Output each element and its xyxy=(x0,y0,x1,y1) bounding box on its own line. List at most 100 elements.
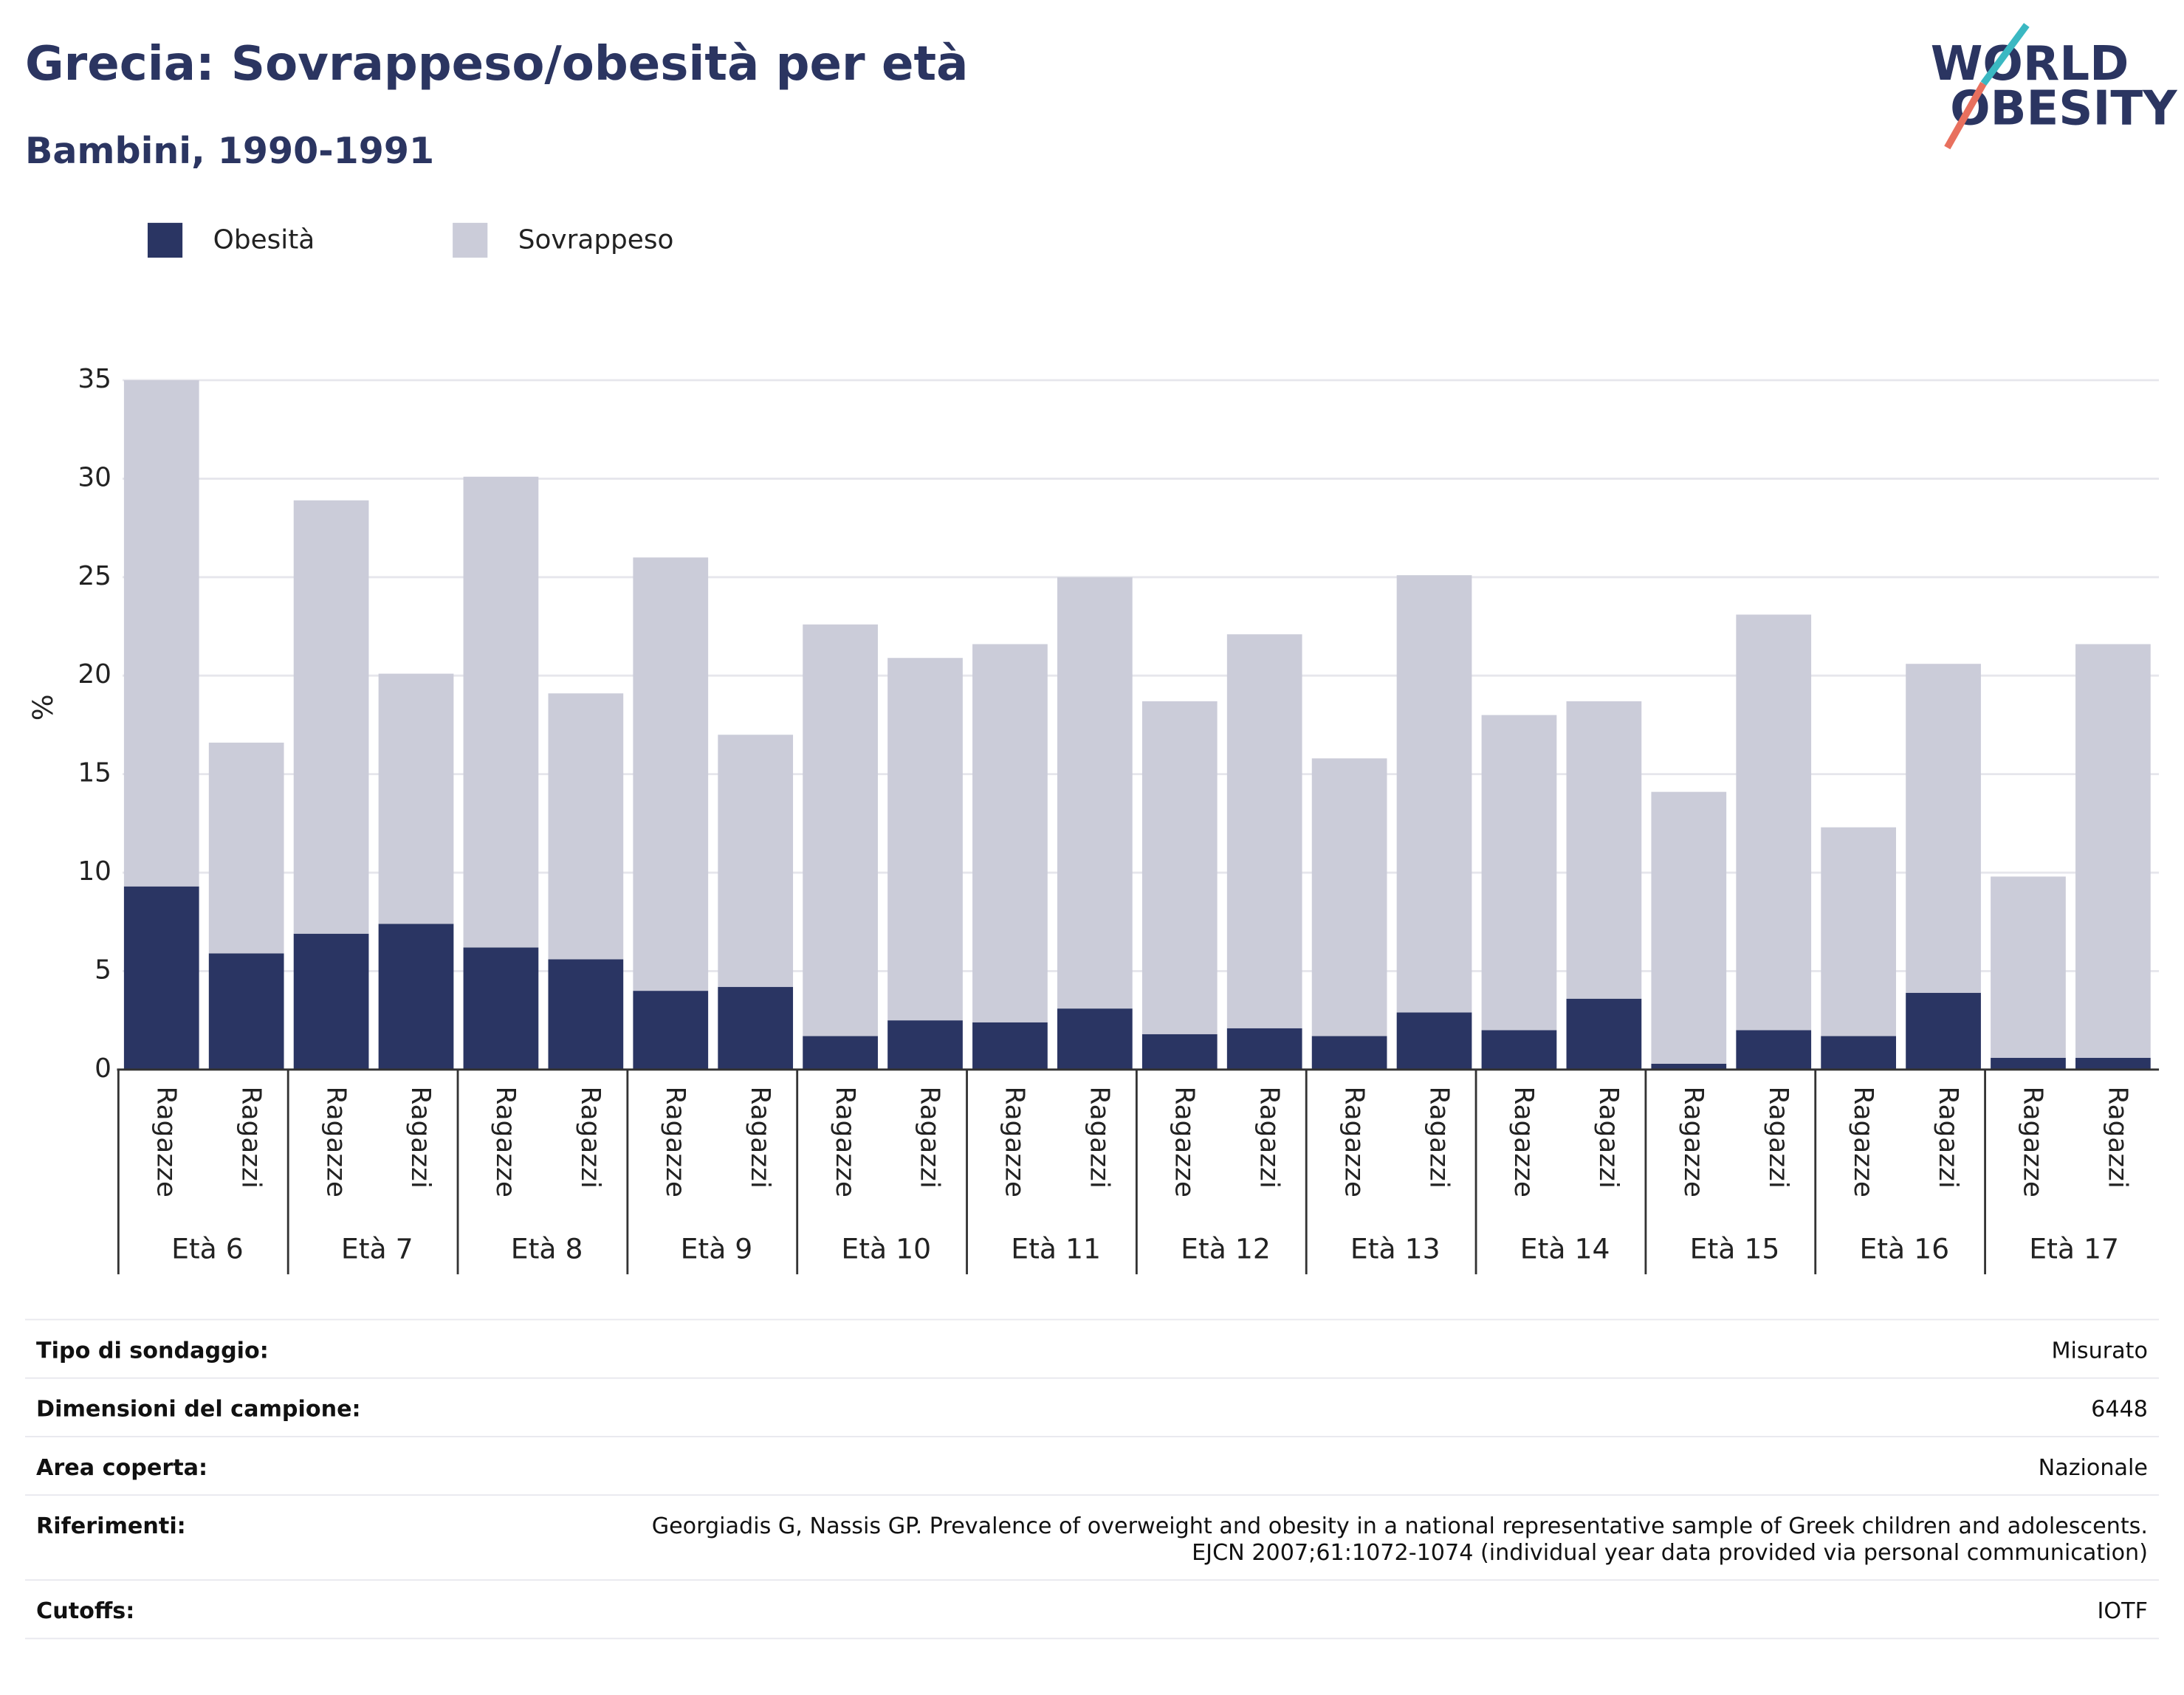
x-tick-label: Ragazzi xyxy=(915,1086,945,1188)
bar-segment xyxy=(972,644,1048,1022)
bar-segment xyxy=(1311,758,1387,1036)
y-tick-label: 25 xyxy=(78,561,111,591)
bar-segment xyxy=(1396,1012,1472,1070)
y-tick-label: 35 xyxy=(78,364,111,394)
bar-segment xyxy=(378,673,454,924)
x-tick-label: Ragazze xyxy=(830,1086,860,1197)
bar-segment xyxy=(463,476,539,948)
legend-swatch xyxy=(453,222,488,258)
bar-segment xyxy=(633,991,709,1070)
legend-label: Sovrappeso xyxy=(518,224,674,255)
x-tick-label: Ragazzi xyxy=(2103,1086,2133,1188)
y-tick-label: 10 xyxy=(78,856,111,887)
x-tick-label: Ragazzi xyxy=(1424,1086,1454,1188)
bar-segment xyxy=(1651,791,1727,1064)
legend-label: Obesità xyxy=(213,224,315,255)
bar-segment xyxy=(1821,1036,1896,1070)
bar-segment xyxy=(1481,1030,1557,1070)
bar-segment xyxy=(293,500,369,934)
group-label: Età 16 xyxy=(1859,1233,1949,1265)
x-tick-label: Ragazze xyxy=(1170,1086,1200,1197)
bar-segment xyxy=(378,924,454,1070)
row-value: Nazionale xyxy=(2039,1454,2148,1481)
bar-segment xyxy=(463,947,539,1070)
row-label: Riferimenti: xyxy=(36,1512,186,1539)
table-row: Tipo di sondaggio: Misurato xyxy=(24,1318,2160,1378)
table-row: Area coperta: Nazionale xyxy=(24,1435,2160,1494)
y-tick-label: 0 xyxy=(95,1053,111,1084)
bar-segment xyxy=(548,959,624,1070)
x-tick-label: Ragazzi xyxy=(575,1086,605,1188)
bar-segment xyxy=(208,742,284,954)
bar-segment xyxy=(208,953,284,1070)
bar-segment xyxy=(548,693,624,960)
x-tick-label: Ragazzi xyxy=(236,1086,266,1188)
x-tick-label: Ragazze xyxy=(1339,1086,1369,1197)
bar-segment xyxy=(1906,664,1981,993)
row-value-line: 6448 xyxy=(2091,1395,2148,1423)
group-label: Età 17 xyxy=(2029,1233,2119,1265)
bar-segment xyxy=(1566,701,1642,999)
bar-segment xyxy=(718,735,794,987)
bar-segment xyxy=(1481,715,1557,1031)
logo-slash xyxy=(1980,23,2030,86)
bar-segment xyxy=(1906,992,1981,1070)
bar-segment xyxy=(1226,1028,1302,1070)
group-label: Età 11 xyxy=(1011,1233,1101,1265)
x-tick-label: Ragazzi xyxy=(1254,1086,1284,1188)
row-value: IOTF xyxy=(2098,1598,2148,1624)
row-label: Area coperta: xyxy=(36,1454,208,1481)
group-label: Età 12 xyxy=(1181,1233,1271,1265)
bar-segment xyxy=(803,624,878,1036)
row-value-line: Nazionale xyxy=(2038,1454,2148,1481)
group-label: Età 7 xyxy=(341,1233,413,1265)
bar-segment xyxy=(1821,827,1896,1036)
row-value-line: Georgiadis G, Nassis GP. Prevalence of o… xyxy=(651,1512,2148,1539)
bar-segment xyxy=(1141,701,1218,1034)
row-value-line: IOTF xyxy=(2097,1597,2148,1624)
bar-segment xyxy=(1736,1030,1812,1070)
bar-segment xyxy=(1311,1036,1387,1070)
x-tick-label: Ragazzi xyxy=(1593,1086,1624,1188)
bar-segment xyxy=(1057,1008,1133,1070)
legend: Obesità Sovrappeso xyxy=(147,222,674,258)
bar-segment xyxy=(887,658,963,1021)
x-tick-label: Ragazzi xyxy=(405,1086,436,1188)
x-tick-label: Ragazze xyxy=(1508,1086,1539,1197)
row-value: Misurato xyxy=(2051,1337,2147,1364)
legend-swatch xyxy=(147,222,183,258)
bar-segment xyxy=(1991,876,2066,1058)
row-value-line: Misurato xyxy=(2051,1337,2148,1364)
bar-segment xyxy=(2075,1057,2151,1070)
y-tick-label: 15 xyxy=(78,758,111,788)
table-row: Riferimenti: Georgiadis G, Nassis GP. Pre… xyxy=(24,1494,2160,1579)
chart: Grecia: Sovrappeso/obesità per età Bambi… xyxy=(25,23,2178,1275)
logo: WORLD OBESITY xyxy=(1931,23,2178,150)
bar-segment xyxy=(1566,998,1642,1070)
logo-text: WORLD xyxy=(1931,36,2129,92)
bar-segment xyxy=(887,1020,963,1070)
row-label: Dimensioni del campione: xyxy=(36,1395,361,1423)
group-label: Età 15 xyxy=(1690,1233,1780,1265)
group-label: Età 10 xyxy=(841,1233,931,1265)
y-tick-label: 30 xyxy=(78,462,111,492)
x-tick-label: Ragazze xyxy=(2018,1086,2048,1197)
logo-slash xyxy=(1944,81,1987,150)
chart-subtitle: Bambini, 1990-1991 xyxy=(25,129,434,172)
bar-segment xyxy=(803,1036,878,1070)
bar-segment xyxy=(2075,644,2151,1058)
row-value: Georgiadis G, Nassis GP. Prevalence of o… xyxy=(652,1513,2148,1566)
bar-segment xyxy=(1396,575,1472,1013)
bar-segment xyxy=(1651,1063,1727,1070)
y-axis-label: % xyxy=(27,694,59,721)
table-row: Dimensioni del campione: 6448 xyxy=(24,1377,2160,1436)
bar-segment xyxy=(972,1022,1048,1070)
bar-segment xyxy=(1226,634,1302,1028)
y-tick-label: 5 xyxy=(95,955,111,985)
x-tick-label: Ragazzi xyxy=(745,1086,775,1188)
group-label: Età 6 xyxy=(171,1233,244,1265)
group-label: Età 8 xyxy=(511,1233,583,1265)
bar-segment xyxy=(718,986,794,1070)
bar-segment xyxy=(1991,1057,2066,1070)
